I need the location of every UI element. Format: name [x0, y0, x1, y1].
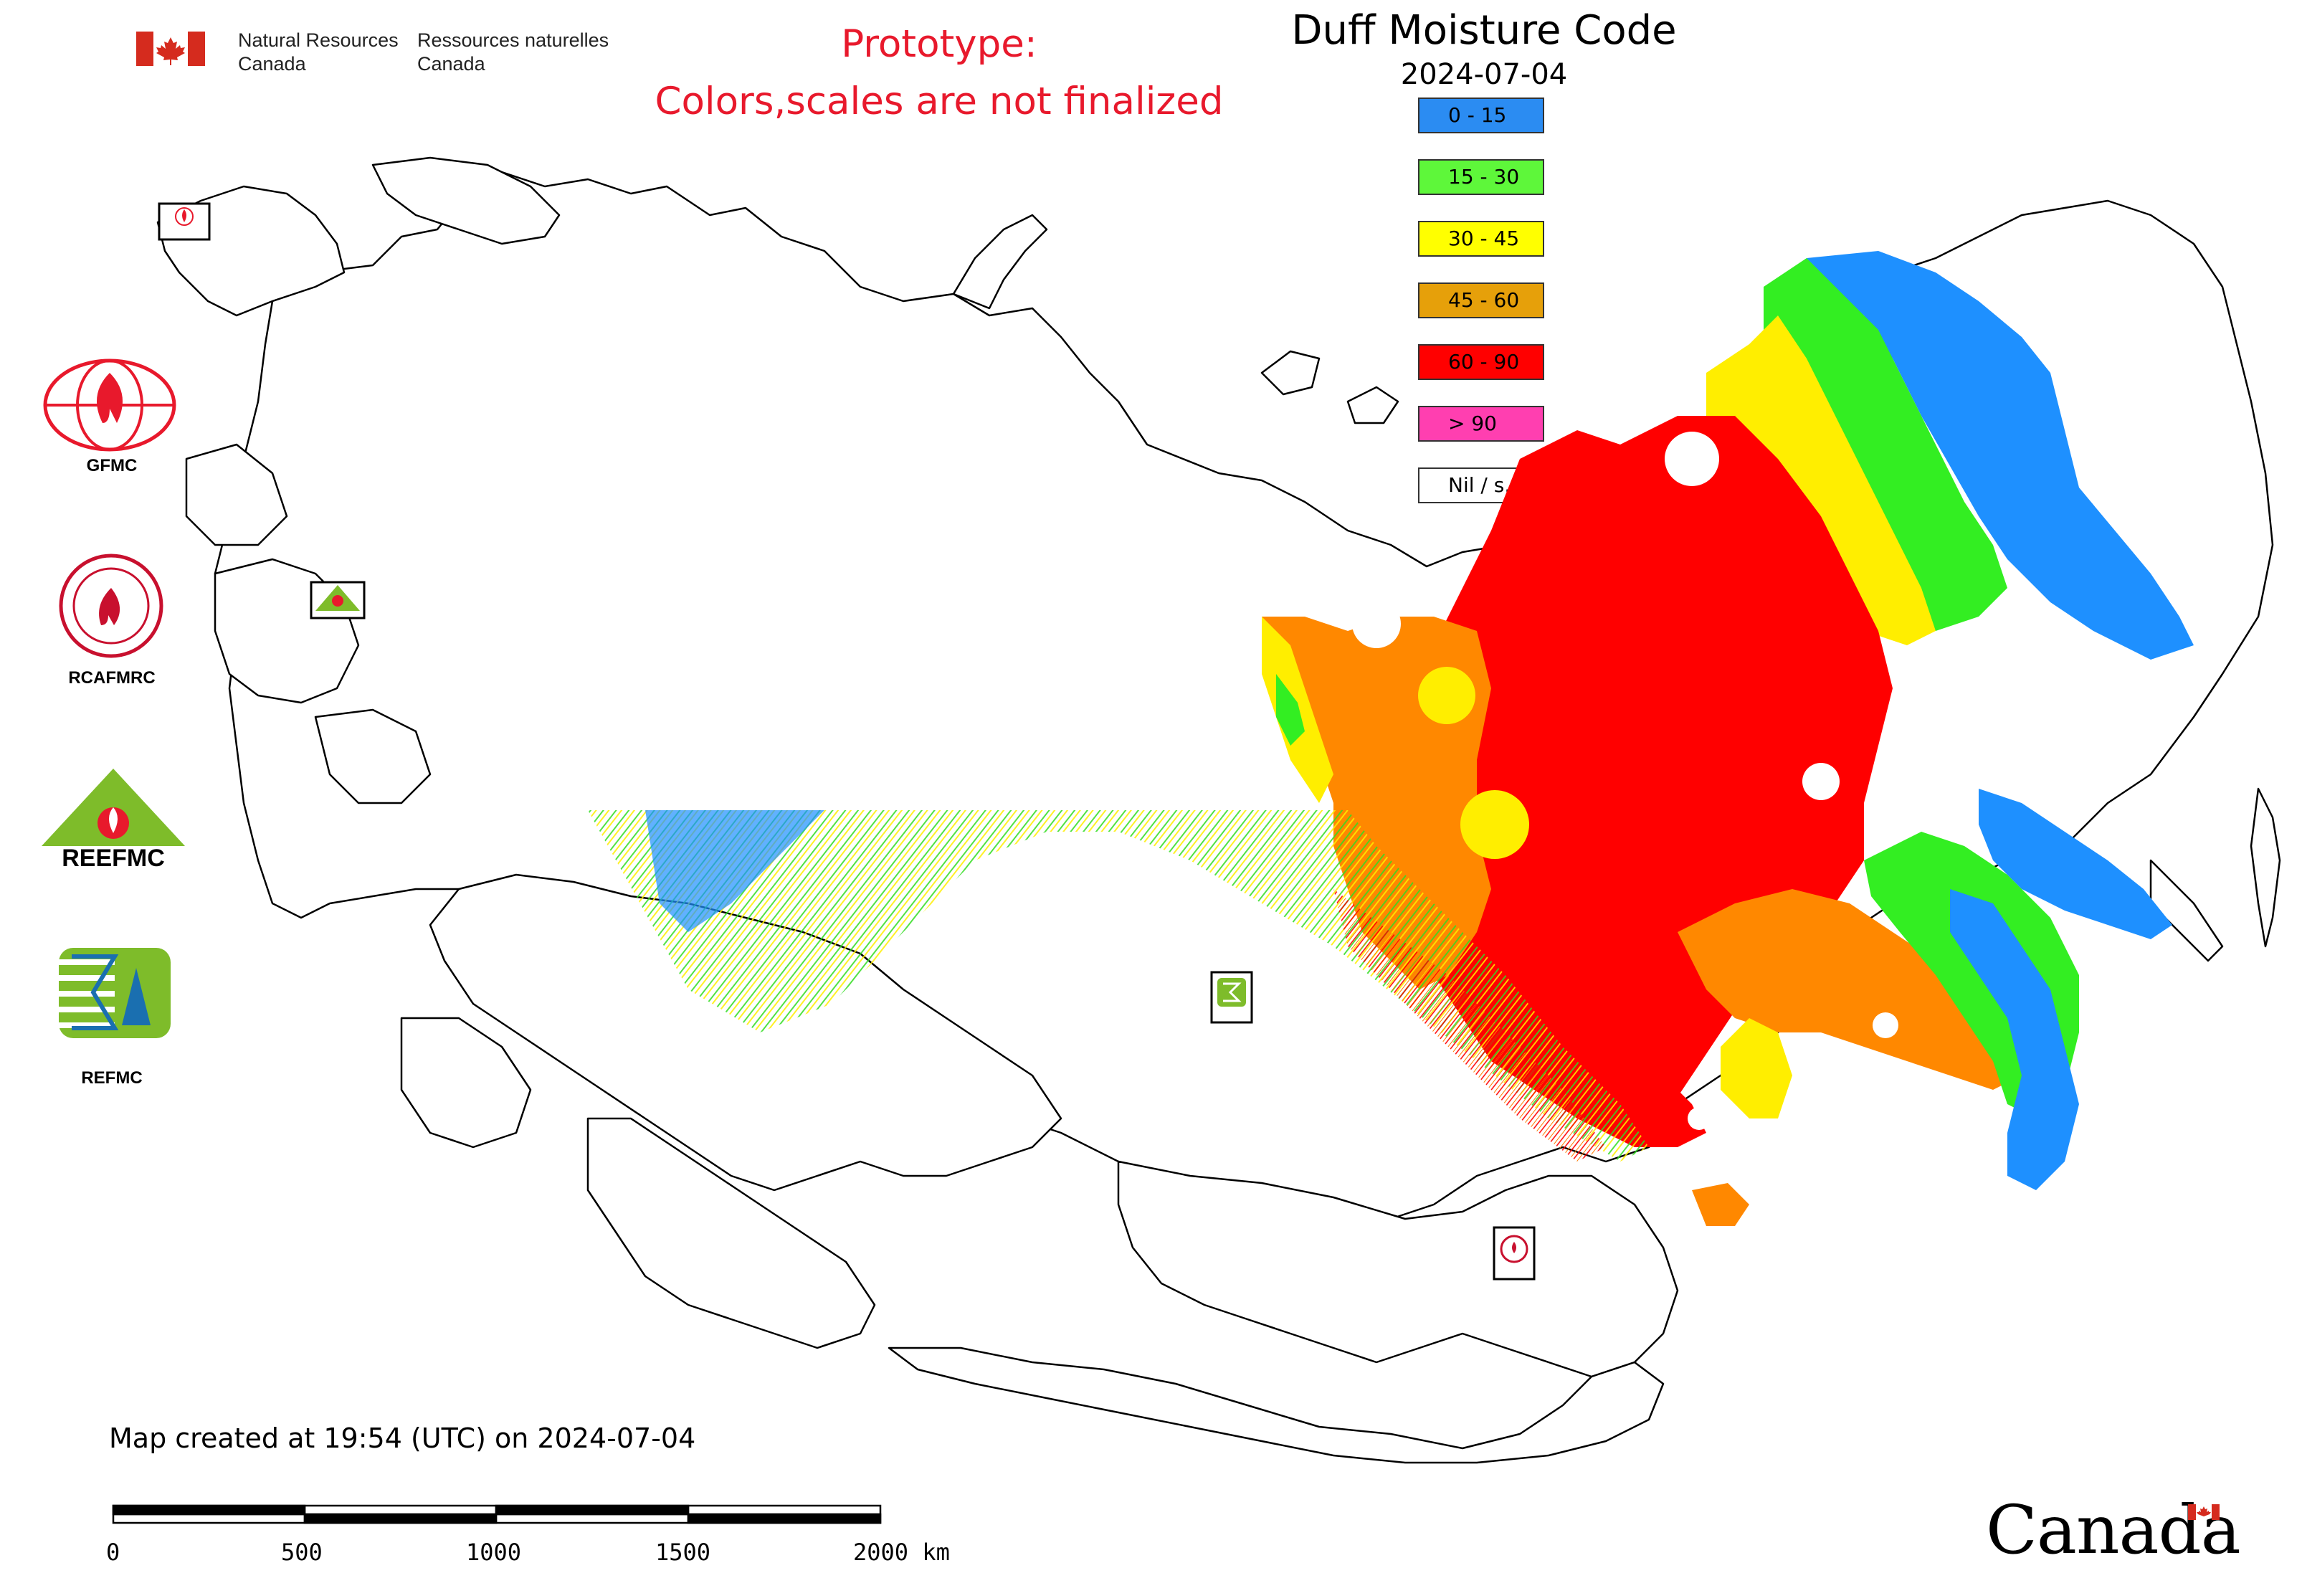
- prototype-notice: Prototype: Colors,scales are not finaliz…: [645, 16, 1233, 130]
- refmc-sigma-icon: [59, 948, 171, 1038]
- reefmc-wordmark: REEFMC: [62, 845, 165, 872]
- legend-label: 60 - 90: [1448, 350, 1520, 374]
- map-date: 2024-07-04: [1400, 58, 1568, 91]
- prototype-line1: Prototype:: [841, 22, 1037, 66]
- gov-en-line2: Canada: [238, 53, 306, 75]
- scale-bar: [112, 1504, 882, 1524]
- dmc-raster: [1262, 251, 2194, 1226]
- scale-label-0: 0: [106, 1539, 120, 1566]
- gov-en-line1: Natural Resources: [238, 29, 399, 51]
- government-name-fr: Ressources naturelles Canada: [417, 29, 609, 76]
- map-title: Duff Moisture Code: [1291, 7, 1677, 54]
- legend-item-30-45: 30 - 45: [1418, 221, 1544, 257]
- prototype-line2: Colors,scales are not finalized: [655, 80, 1224, 123]
- legend-label: 45 - 60: [1448, 288, 1520, 312]
- legend-item-15-30: 15 - 30: [1418, 159, 1544, 195]
- rcafmrc-seal-icon: [59, 554, 163, 658]
- canada-flag-icon: [136, 32, 205, 66]
- gov-fr-line2: Canada: [417, 53, 485, 75]
- legend-label: 15 - 30: [1448, 165, 1520, 189]
- legend-label: 0 - 15: [1448, 103, 1507, 127]
- gov-fr-line1: Ressources naturelles: [417, 29, 609, 51]
- scale-label-1000: 1000: [466, 1539, 522, 1566]
- legend-item-0-15: 0 - 15: [1418, 98, 1544, 133]
- canada-wordmark: Canada: [1986, 1491, 2241, 1569]
- scale-label-1500: 1500: [655, 1539, 711, 1566]
- gfmc-fire-globe-icon: [43, 358, 176, 452]
- gfmc-caption: GFMC: [86, 456, 138, 475]
- legend-label: > 90: [1448, 412, 1497, 435]
- dmc-streak-band: [588, 810, 1649, 1162]
- map-created-note: Map created at 19:54 (UTC) on 2024-07-04: [109, 1422, 696, 1454]
- rcafmrc-caption: RCAFMRC: [68, 668, 156, 688]
- legend-item-45-60: 45 - 60: [1418, 282, 1544, 318]
- scale-label-500: 500: [281, 1539, 323, 1566]
- legend-label: 30 - 45: [1448, 227, 1520, 250]
- government-name-en: Natural Resources Canada: [238, 29, 399, 76]
- gfmc-marker-icon: [158, 202, 211, 241]
- scale-label-2000: 2000 km: [853, 1539, 950, 1566]
- reefmc-marker-icon: [310, 581, 366, 619]
- refmc-caption: REFMC: [81, 1068, 143, 1088]
- refmc-marker-icon: [1210, 971, 1253, 1024]
- legend-item-60-90: 60 - 90: [1418, 344, 1544, 380]
- legend-item-over-90: > 90: [1418, 406, 1544, 442]
- reefmc-triangle-icon: REEFMC: [42, 769, 185, 872]
- canada-wordmark-flag-icon: [2188, 1504, 2220, 1520]
- rcafmrc-marker-icon: [1493, 1226, 1536, 1281]
